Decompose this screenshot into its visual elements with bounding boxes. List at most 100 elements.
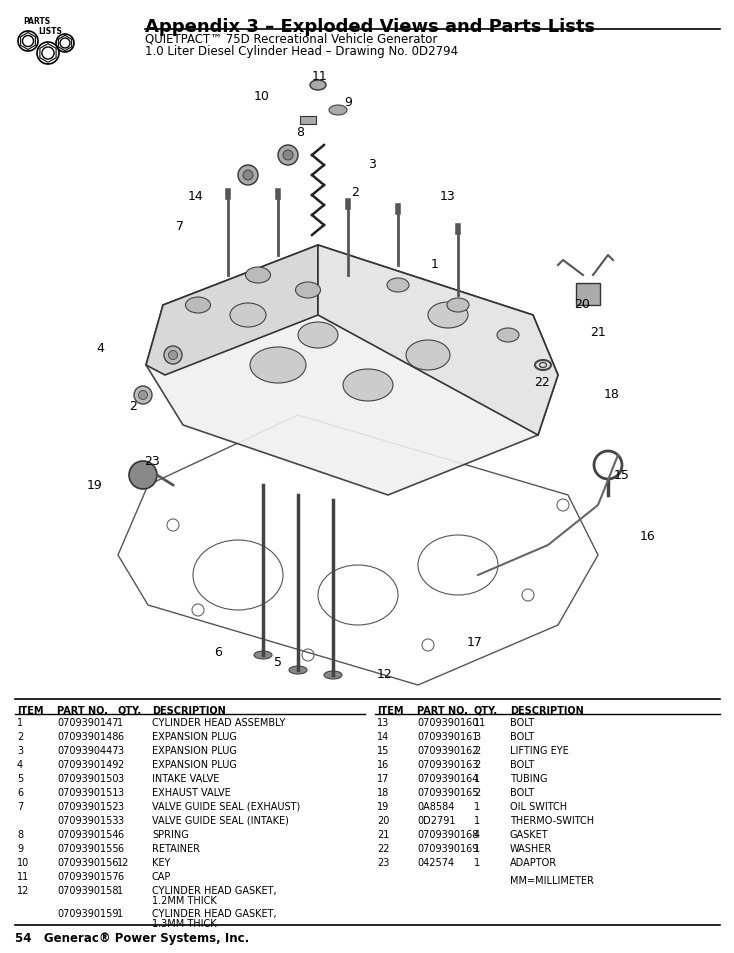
Text: 0709390147: 0709390147: [57, 718, 118, 727]
Text: 2: 2: [17, 731, 23, 741]
Text: 10: 10: [254, 91, 270, 103]
Text: EXPANSION PLUG: EXPANSION PLUG: [152, 731, 237, 741]
Ellipse shape: [289, 666, 307, 675]
Text: 13: 13: [440, 190, 456, 202]
Circle shape: [283, 151, 293, 161]
Text: 12: 12: [377, 667, 393, 679]
Text: EXPANSION PLUG: EXPANSION PLUG: [152, 760, 237, 769]
Text: 2: 2: [129, 399, 137, 412]
Text: QTY.: QTY.: [117, 705, 141, 716]
Text: 1: 1: [117, 718, 123, 727]
Ellipse shape: [447, 298, 469, 313]
Text: 6: 6: [117, 843, 123, 853]
Text: 0709390168: 0709390168: [417, 829, 479, 840]
Text: 9: 9: [17, 843, 23, 853]
Text: LIFTING EYE: LIFTING EYE: [510, 745, 569, 755]
Text: 18: 18: [604, 387, 620, 400]
Text: BOLT: BOLT: [510, 787, 534, 797]
Ellipse shape: [296, 283, 321, 298]
Text: 12: 12: [17, 885, 29, 895]
Text: TUBING: TUBING: [510, 773, 548, 783]
Text: WASHER: WASHER: [510, 843, 552, 853]
Text: INTAKE VALVE: INTAKE VALVE: [152, 773, 219, 783]
Text: 5: 5: [274, 655, 282, 668]
Text: 0709390160: 0709390160: [417, 718, 479, 727]
Text: 0709390162: 0709390162: [417, 745, 479, 755]
Ellipse shape: [329, 106, 347, 116]
Circle shape: [278, 146, 298, 166]
Text: 14: 14: [188, 190, 204, 202]
Text: 7: 7: [17, 801, 23, 811]
Text: BOLT: BOLT: [510, 731, 534, 741]
Text: 3: 3: [117, 801, 123, 811]
Ellipse shape: [164, 347, 182, 365]
Text: 4: 4: [474, 829, 480, 840]
Text: 0709390164: 0709390164: [417, 773, 479, 783]
Text: 0709390155: 0709390155: [57, 843, 119, 853]
Text: 1: 1: [474, 843, 480, 853]
Text: 1: 1: [17, 718, 23, 727]
Text: 6: 6: [117, 871, 123, 882]
Text: 20: 20: [377, 815, 389, 825]
Text: 0709390156: 0709390156: [57, 857, 118, 867]
Text: 5: 5: [17, 773, 23, 783]
Text: 7: 7: [176, 219, 184, 233]
Text: BOLT: BOLT: [510, 718, 534, 727]
Text: PART NO.: PART NO.: [57, 705, 108, 716]
Text: 4: 4: [96, 342, 104, 355]
Text: SPRING: SPRING: [152, 829, 189, 840]
Ellipse shape: [169, 351, 178, 360]
Text: 3: 3: [17, 745, 23, 755]
Text: 19: 19: [87, 479, 103, 492]
Text: 0709390169: 0709390169: [417, 843, 479, 853]
Ellipse shape: [387, 278, 409, 293]
Text: 6: 6: [117, 829, 123, 840]
Text: DESCRIPTION: DESCRIPTION: [510, 705, 584, 716]
Text: THERMO-SWITCH: THERMO-SWITCH: [510, 815, 594, 825]
Text: 3: 3: [117, 773, 123, 783]
Ellipse shape: [250, 348, 306, 384]
FancyBboxPatch shape: [576, 284, 600, 306]
Text: 0709390161: 0709390161: [417, 731, 479, 741]
Text: 0A8584: 0A8584: [417, 801, 454, 811]
Text: 1.2MM THICK: 1.2MM THICK: [152, 895, 217, 905]
Text: 1: 1: [431, 257, 439, 271]
Text: 19: 19: [377, 801, 389, 811]
Text: 1.3MM THICK: 1.3MM THICK: [152, 918, 217, 928]
Text: 12: 12: [117, 857, 129, 867]
Polygon shape: [146, 246, 558, 496]
Text: 8: 8: [17, 829, 23, 840]
Text: ADAPTOR: ADAPTOR: [510, 857, 557, 867]
Text: EXPANSION PLUG: EXPANSION PLUG: [152, 745, 237, 755]
Text: VALVE GUIDE SEAL (INTAKE): VALVE GUIDE SEAL (INTAKE): [152, 815, 289, 825]
Text: QUIETPACT™ 75D Recreational Vehicle Generator: QUIETPACT™ 75D Recreational Vehicle Gene…: [145, 33, 437, 46]
Text: BOLT: BOLT: [510, 760, 534, 769]
Text: 9: 9: [344, 95, 352, 109]
Text: 1: 1: [474, 857, 480, 867]
Text: 2: 2: [351, 185, 359, 198]
Text: CYLINDER HEAD GASKET,: CYLINDER HEAD GASKET,: [152, 885, 277, 895]
Text: 0709390152: 0709390152: [57, 801, 119, 811]
Ellipse shape: [343, 370, 393, 401]
Text: 3: 3: [474, 731, 480, 741]
Text: 21: 21: [377, 829, 389, 840]
Text: 17: 17: [467, 635, 483, 648]
Text: 21: 21: [590, 325, 606, 338]
Ellipse shape: [254, 651, 272, 659]
Ellipse shape: [428, 303, 468, 329]
Text: 14: 14: [377, 731, 389, 741]
Text: 11: 11: [312, 70, 328, 82]
Text: RETAINER: RETAINER: [152, 843, 200, 853]
Text: 0709390157: 0709390157: [57, 871, 119, 882]
Text: KEY: KEY: [152, 857, 170, 867]
Text: 042574: 042574: [417, 857, 454, 867]
Text: 23: 23: [144, 455, 160, 468]
Text: 0709390165: 0709390165: [417, 787, 479, 797]
Ellipse shape: [406, 340, 450, 371]
Text: ITEM: ITEM: [17, 705, 43, 716]
Text: 15: 15: [377, 745, 389, 755]
Text: 6: 6: [214, 645, 222, 658]
Text: 11: 11: [17, 871, 29, 882]
Text: 4: 4: [17, 760, 23, 769]
Ellipse shape: [134, 387, 152, 405]
